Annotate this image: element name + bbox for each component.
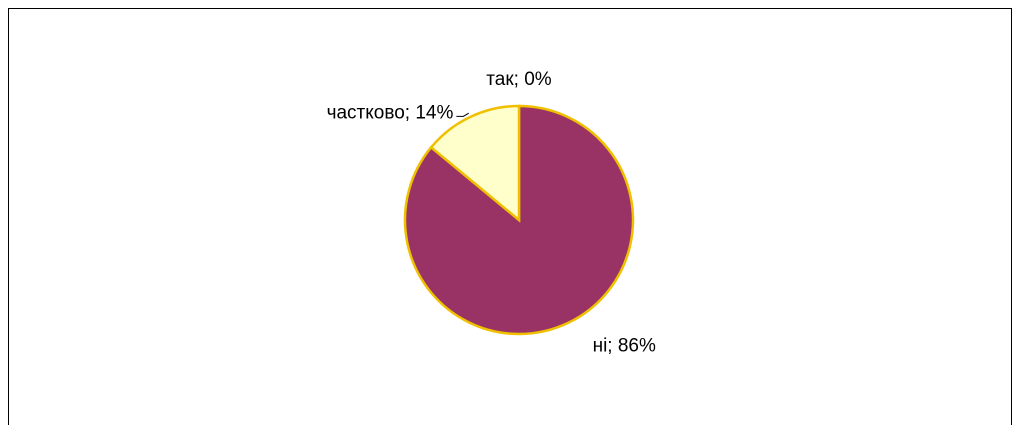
data-label: частково; 14% bbox=[327, 102, 454, 123]
data-label: ні; 86% bbox=[593, 336, 656, 357]
leader-line bbox=[456, 112, 470, 117]
pie-slice bbox=[429, 104, 521, 223]
data-label: так; 0% bbox=[486, 69, 551, 90]
